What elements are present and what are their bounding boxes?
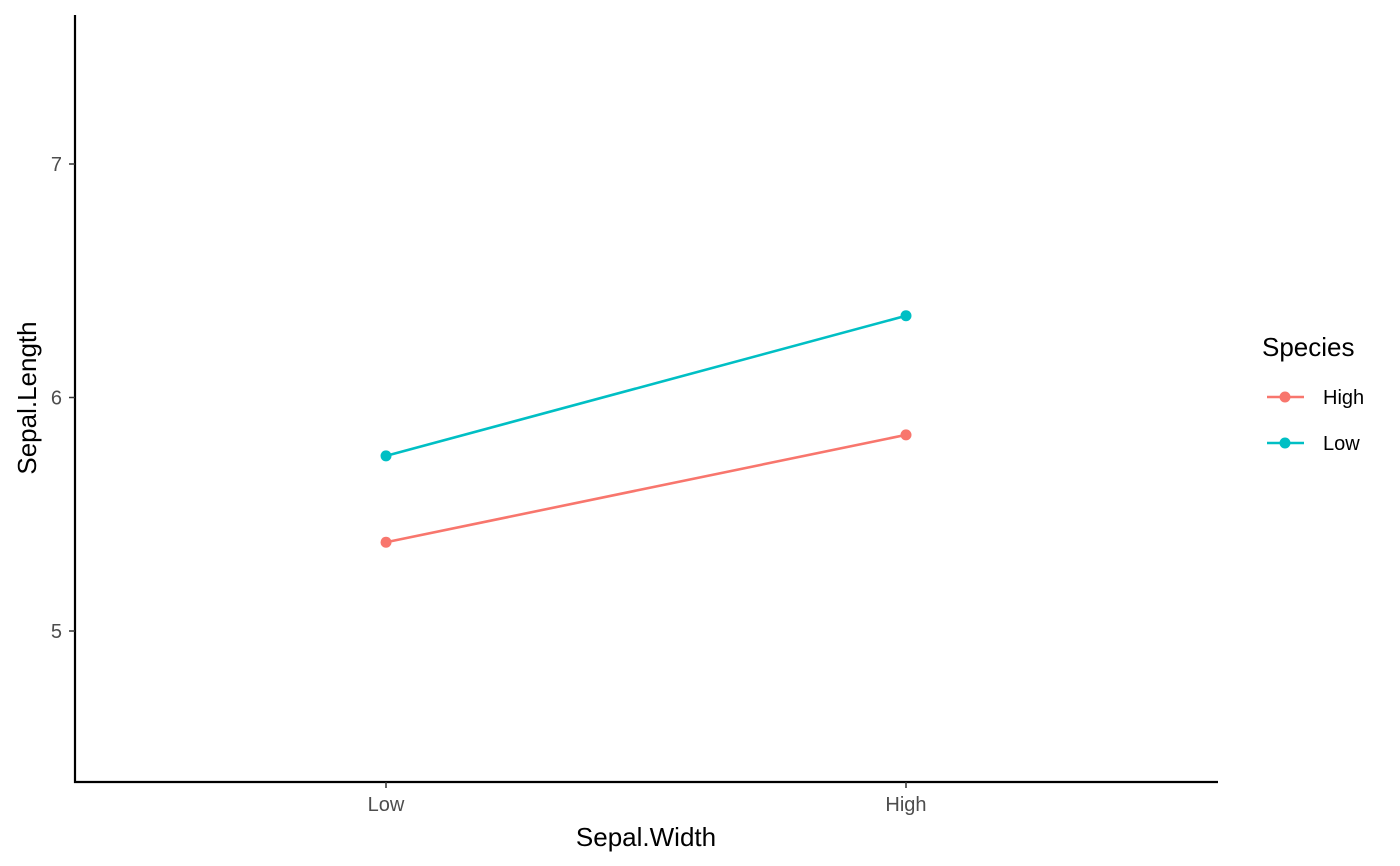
y-axis-title: Sepal.Length	[12, 321, 42, 474]
y-tick-label: 6	[51, 388, 62, 410]
y-tick-label: 7	[51, 154, 62, 176]
data-point	[380, 450, 392, 462]
legend-item-low: Low	[1267, 433, 1360, 455]
legend-title: Species	[1262, 332, 1355, 362]
x-axis-ticks: Low High	[368, 782, 927, 816]
series-line	[385, 314, 907, 458]
series-group	[380, 310, 912, 548]
legend: Species High Low	[1262, 332, 1364, 455]
plot-area: 5 6 7 Low High	[51, 15, 1218, 816]
y-axis-ticks: 5 6 7	[51, 154, 75, 643]
y-tick-label: 5	[51, 621, 62, 643]
x-tick-label: Low	[368, 794, 405, 816]
legend-key-point	[1279, 437, 1291, 449]
legend-item-high: High	[1267, 387, 1364, 409]
data-point	[380, 536, 392, 548]
x-axis-title: Sepal.Width	[576, 822, 716, 852]
legend-label: Low	[1323, 433, 1360, 455]
series-high	[380, 429, 912, 548]
data-point	[900, 310, 912, 322]
series-low	[380, 310, 912, 462]
legend-key-point	[1279, 391, 1291, 403]
data-point	[900, 429, 912, 441]
legend-items: High Low	[1267, 387, 1364, 455]
x-tick-label: High	[885, 794, 926, 816]
legend-label: High	[1323, 387, 1364, 409]
series-line	[385, 433, 907, 544]
